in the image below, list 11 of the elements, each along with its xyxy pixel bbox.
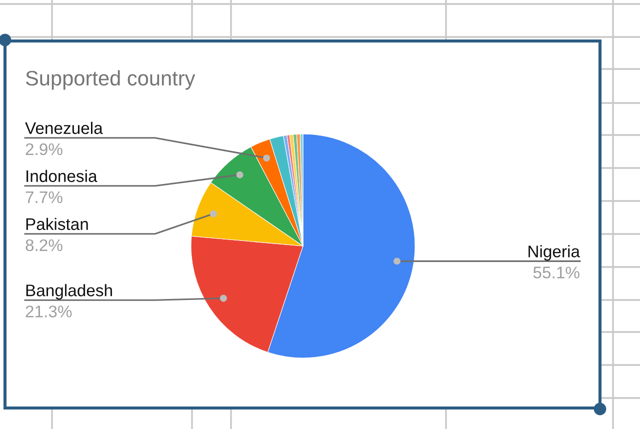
data-label: 8.2% <box>26 239 62 252</box>
slice-label: Nigeria <box>528 245 580 261</box>
data-label: 2.9% <box>26 143 62 156</box>
data-label: 55.1% <box>533 266 580 278</box>
slice-label: Pakistan <box>26 218 88 230</box>
data-label: 7.7% <box>26 191 62 204</box>
data-label: 21.3% <box>26 306 72 318</box>
slice-label: Indonesia <box>26 170 98 182</box>
slice-label: Bangladesh <box>26 284 112 300</box>
chart-title: Supported country <box>26 70 196 90</box>
slice-label: Venezuela <box>25 122 103 134</box>
